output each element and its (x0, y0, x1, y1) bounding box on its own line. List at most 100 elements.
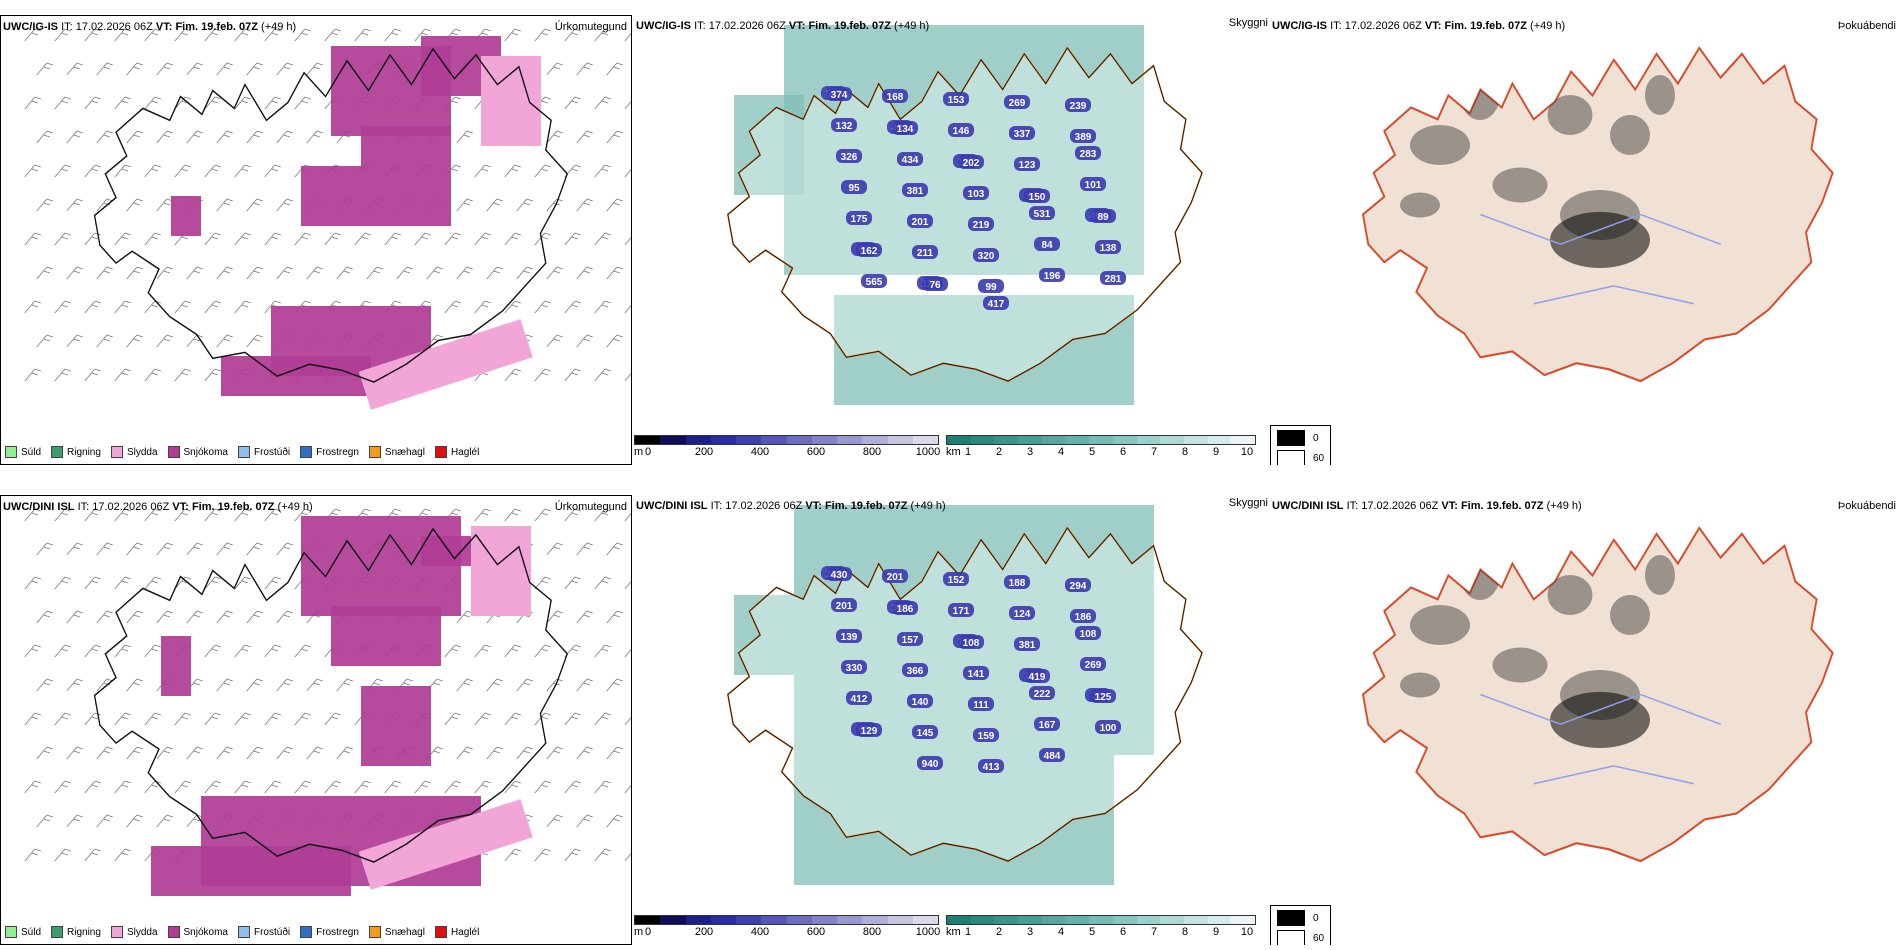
ceiling-label: 150 (1029, 192, 1046, 203)
ceiling-label: 124 (1014, 609, 1031, 620)
wind-barb (594, 712, 611, 726)
legend-item: Frostúði (237, 926, 290, 938)
wind-barb (144, 28, 161, 42)
wind-barb (486, 746, 503, 760)
wind-barb (276, 130, 293, 144)
ceiling-label: 201 (887, 572, 904, 583)
ceiling-label: 222 (1034, 689, 1051, 700)
wind-barb (234, 780, 251, 794)
wind-barb (456, 130, 473, 144)
wind-barb (234, 96, 251, 110)
wind-barb (486, 198, 503, 212)
wind-barb (36, 198, 53, 212)
wind-barb (516, 678, 533, 692)
wind-barb (114, 96, 131, 110)
wind-barb (96, 814, 113, 828)
wind-barb (204, 712, 221, 726)
ceiling-blob (902, 663, 928, 677)
snow-area (301, 166, 361, 226)
wind-barb (84, 96, 101, 110)
ceiling-label: 419 (1029, 672, 1046, 683)
visibility-tick: 5 (1088, 446, 1096, 458)
wind-barb (36, 542, 53, 556)
wind-barb (246, 266, 263, 280)
wind-barb (594, 644, 611, 658)
wind-barb (264, 28, 281, 42)
ceiling-label: 99 (985, 282, 997, 293)
ceiling-blob (1095, 240, 1121, 254)
fog-blob (1550, 212, 1650, 268)
visibility-tick: 1 (964, 446, 972, 458)
ceiling-label: 175 (851, 214, 868, 225)
wind-barb (204, 164, 221, 178)
wind-barb (474, 232, 491, 246)
ceiling-label: 412 (851, 694, 868, 705)
ceiling-label: 196 (1044, 271, 1061, 282)
wind-barb (24, 232, 41, 246)
ceiling-label: 145 (917, 728, 934, 739)
ceiling-blob (1090, 209, 1116, 223)
wind-barb (606, 198, 623, 212)
wind-barb (564, 780, 581, 794)
fog-map (1361, 46, 1834, 383)
wind-barb (246, 130, 263, 144)
vis-header: UWC/IG-IS IT: 17.02.2026 06Z VT: Fim. 19… (636, 20, 930, 32)
ceiling-label: 202 (963, 158, 980, 169)
ceiling-tick: 400 (750, 446, 770, 458)
ceiling-tick: 600 (806, 926, 826, 938)
visibility-panel: UWC/IG-IS IT: 17.02.2026 06Z VT: Fim. 19… (634, 15, 1268, 465)
wind-barb (324, 28, 341, 42)
wind-barb (96, 610, 113, 624)
wind-barb (186, 746, 203, 760)
wind-barb (24, 848, 41, 862)
ceiling-blob (1009, 606, 1035, 620)
wind-barb (114, 576, 131, 590)
ceiling-label: 283 (1080, 149, 1097, 160)
wind-barb (156, 266, 173, 280)
wind-barb (36, 62, 53, 76)
wind-barb (564, 300, 581, 314)
ceiling-label: 269 (1085, 660, 1102, 671)
precip-legend: Súld Rigning Slydda Snjókoma Frostúði Frostre… (5, 926, 479, 938)
ceiling-tick: 200 (694, 446, 714, 458)
snow-area (331, 606, 441, 666)
wind-barb (546, 814, 563, 828)
ceiling-blob (963, 186, 989, 200)
wind-barb (594, 164, 611, 178)
wind-barb (336, 746, 353, 760)
wind-barb (84, 848, 101, 862)
ceiling-blob (907, 694, 933, 708)
ceiling-blob (1034, 237, 1060, 251)
wind-barb (54, 712, 71, 726)
wind-barb (594, 780, 611, 794)
wind-barb (246, 334, 263, 348)
wind-barb (186, 610, 203, 624)
wind-barb (534, 300, 551, 314)
wind-barb (96, 62, 113, 76)
wind-barb (384, 780, 401, 794)
wind-barb (606, 814, 623, 828)
wind-barb (606, 130, 623, 144)
fog-blob (1460, 70, 1500, 120)
fog-legend-item: 60 (1277, 930, 1324, 945)
wind-barb (546, 678, 563, 692)
wind-barb (564, 576, 581, 590)
visibility-field (734, 95, 804, 195)
wind-barb (384, 28, 401, 42)
ceiling-blob (897, 632, 923, 646)
wind-barb (24, 508, 41, 522)
wind-barb (264, 164, 281, 178)
ceiling-blob (1095, 720, 1121, 734)
ceiling-blob (968, 697, 994, 711)
wind-barb (96, 746, 113, 760)
fog-indicator-panel: UWC/IG-IS IT: 17.02.2026 06Z VT: Fim. 19… (1270, 15, 1898, 465)
wind-barb (114, 644, 131, 658)
wind-barb (126, 334, 143, 348)
legend-item: Súld (5, 926, 41, 938)
wind-barb (504, 300, 521, 314)
wind-barb (624, 784, 631, 794)
wind-barb (594, 96, 611, 110)
fog-blob (1400, 672, 1440, 698)
ceiling-blob (1080, 657, 1106, 671)
ceiling-blob (902, 183, 928, 197)
